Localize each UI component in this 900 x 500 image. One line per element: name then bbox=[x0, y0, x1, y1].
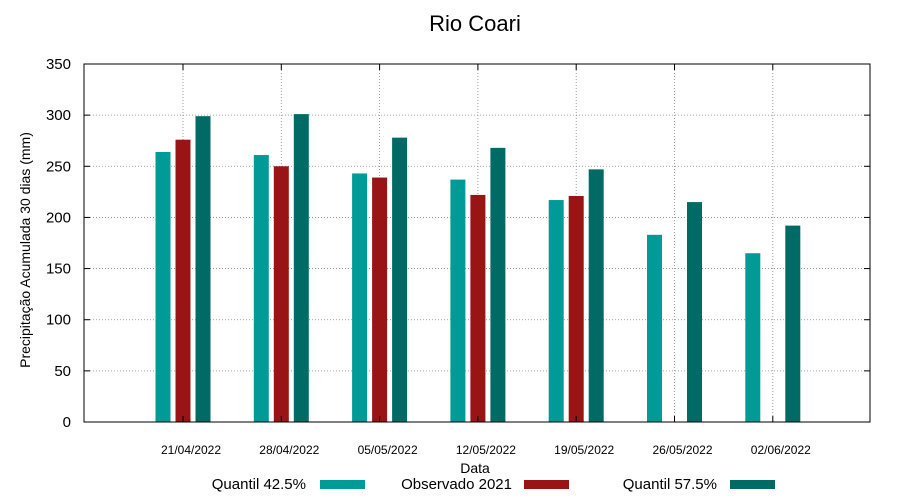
bar-1 bbox=[450, 179, 466, 422]
bar-1 bbox=[352, 173, 368, 422]
x-tick-label: 26/05/2022 bbox=[652, 443, 712, 457]
y-tick-label: 250 bbox=[46, 158, 71, 175]
y-tick-label: 50 bbox=[54, 363, 71, 380]
bar-2 bbox=[568, 195, 584, 422]
bar-3 bbox=[588, 169, 604, 422]
bar-3 bbox=[490, 147, 506, 423]
chart-title: Rio Coari bbox=[429, 11, 521, 36]
y-tick-label: 200 bbox=[46, 209, 71, 226]
x-tick-label: 02/06/2022 bbox=[751, 443, 811, 457]
bar-3 bbox=[293, 114, 309, 423]
bar-3 bbox=[687, 202, 702, 422]
x-tick-label: 28/04/2022 bbox=[259, 443, 319, 457]
x-tick-label: 05/05/2022 bbox=[358, 443, 418, 457]
x-tick-label: 21/04/2022 bbox=[161, 443, 221, 457]
y-tick-label: 0 bbox=[63, 414, 71, 431]
bar-1 bbox=[745, 253, 761, 422]
bar-3 bbox=[785, 225, 801, 422]
bar-3 bbox=[195, 116, 211, 422]
bars-group bbox=[155, 114, 801, 423]
plot-frame bbox=[83, 63, 871, 423]
y-tick-label: 350 bbox=[46, 56, 71, 73]
bar-1 bbox=[647, 234, 662, 422]
y-axis-ticks: 0 50 100 150 200 250 300 350 bbox=[46, 56, 870, 431]
bar-1 bbox=[155, 151, 171, 423]
x-tick-label: 12/05/2022 bbox=[456, 443, 516, 457]
bar-2 bbox=[273, 166, 289, 422]
x-axis-ticks: 21/04/2022 28/04/2022 05/05/2022 12/05/2022… bbox=[161, 64, 811, 457]
y-tick-label: 100 bbox=[46, 312, 71, 329]
bar-2 bbox=[470, 194, 486, 422]
x-axis-label: Data bbox=[460, 460, 490, 476]
bar-1 bbox=[253, 155, 269, 422]
y-axis-label: Precipitação Acumulada 30 dias (mm) bbox=[17, 132, 33, 368]
legend-label: Quantil 42.5% bbox=[212, 476, 306, 493]
bar-1 bbox=[548, 200, 564, 422]
legend-swatch bbox=[524, 480, 569, 489]
bar-3 bbox=[392, 137, 408, 422]
legend-label: Quantil 57.5% bbox=[623, 476, 717, 493]
y-tick-label: 300 bbox=[46, 107, 71, 124]
x-tick-label: 19/05/2022 bbox=[554, 443, 614, 457]
legend-label: Observado 2021 bbox=[401, 476, 512, 493]
bar-2 bbox=[372, 177, 388, 422]
legend-swatch bbox=[730, 480, 775, 489]
legend-swatch bbox=[320, 480, 365, 489]
legend: Quantil 42.5% Observado 2021 Quantil 57.5% bbox=[212, 476, 775, 493]
y-tick-label: 150 bbox=[46, 261, 71, 278]
bar-2 bbox=[175, 139, 191, 423]
